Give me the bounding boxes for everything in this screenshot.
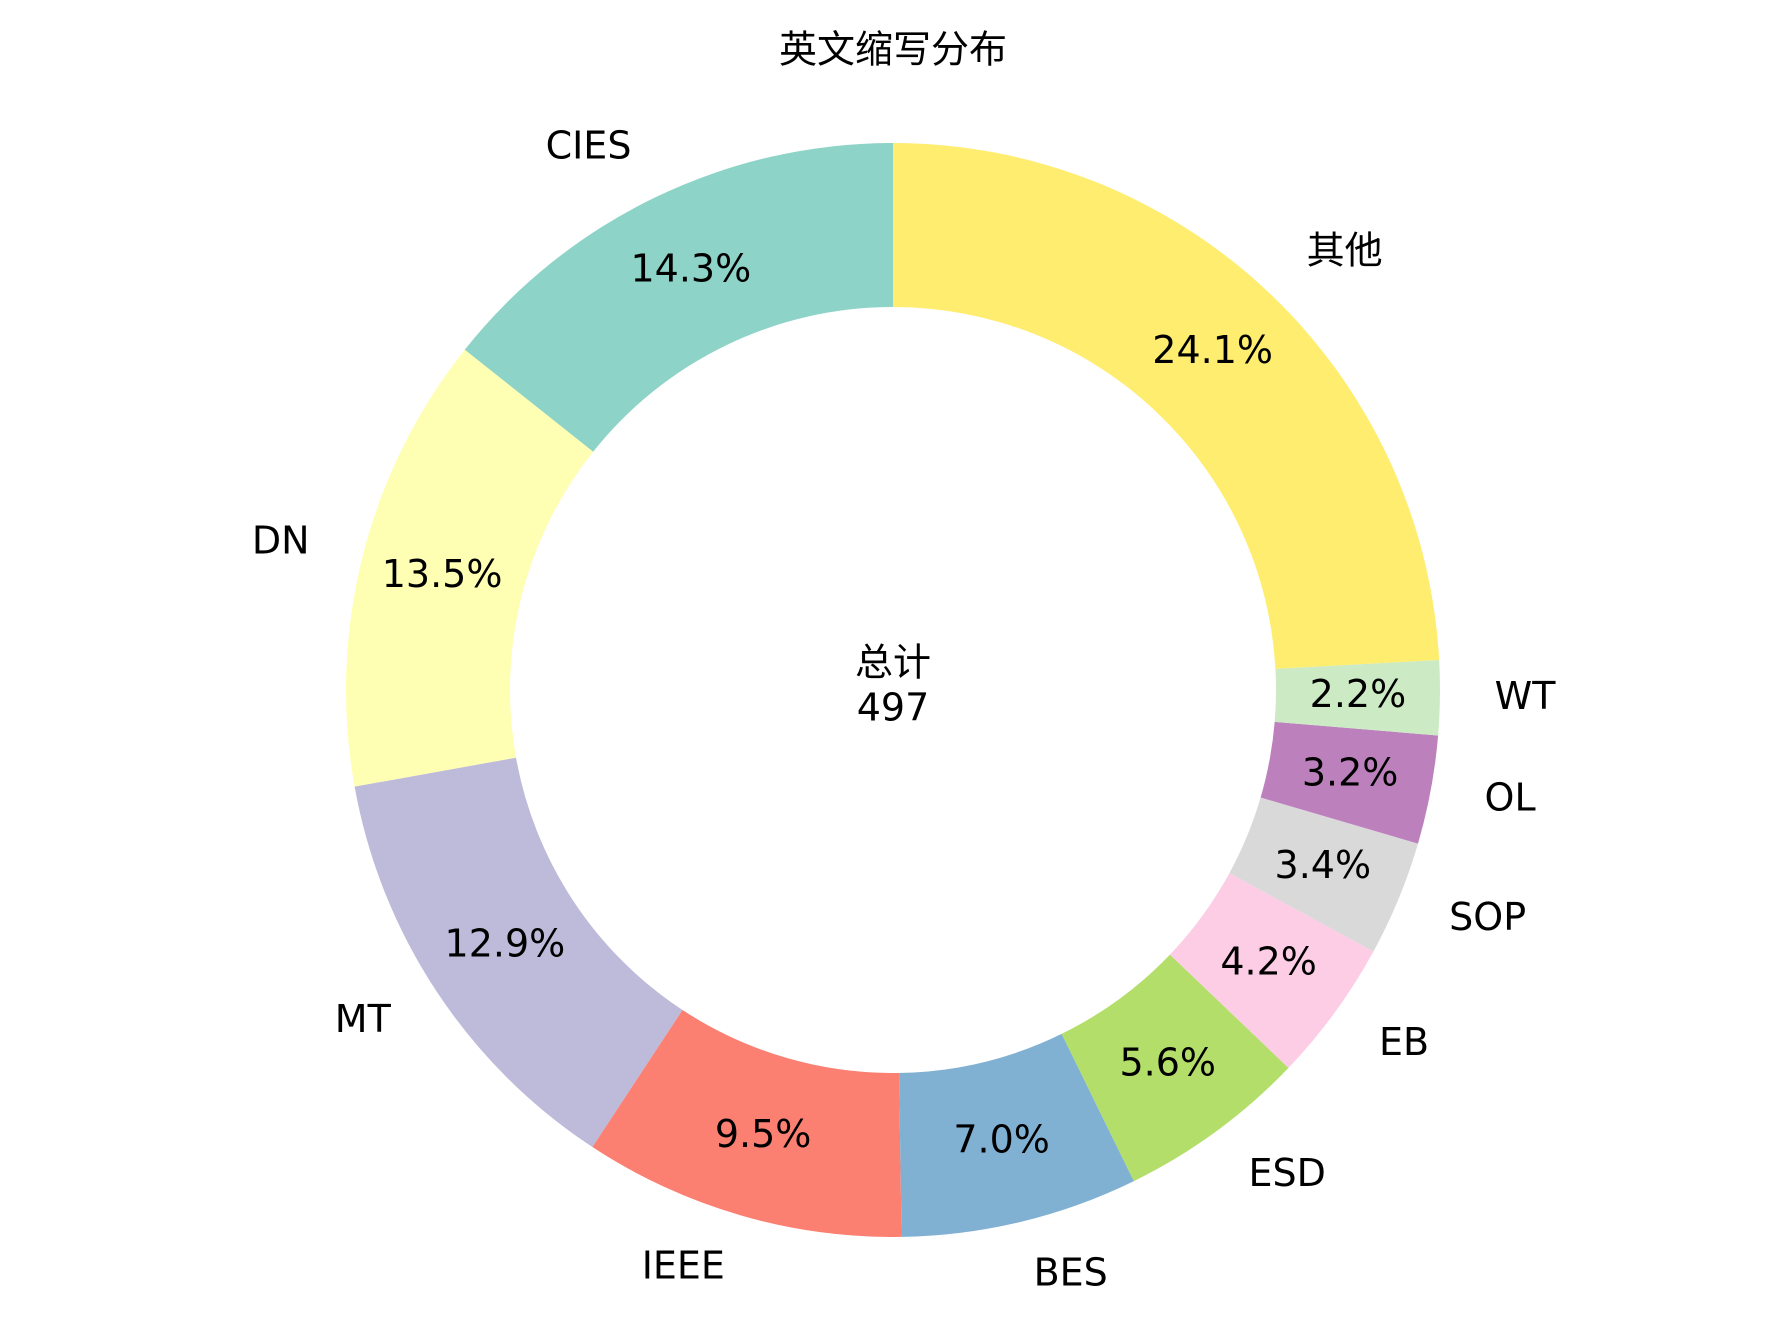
percent-label: 24.1% [1152,328,1273,372]
category-label: OL [1485,776,1536,820]
percent-label: 3.2% [1302,751,1399,795]
percent-label: 2.2% [1310,672,1407,716]
percent-label: 12.9% [445,922,566,966]
donut-slice [464,143,893,452]
category-label: WT [1495,674,1557,718]
donut-slice [354,757,683,1148]
donut-slice [592,1009,902,1237]
percent-label: 7.0% [953,1118,1050,1162]
category-label: IEEE [642,1243,725,1287]
donut-slice [1061,954,1289,1182]
donut-slice [1260,721,1439,844]
category-label: DN [252,518,310,562]
percent-label: 13.5% [382,552,503,596]
percent-label: 14.3% [631,247,752,291]
category-label: SOP [1449,895,1526,939]
category-label: 其他 [1307,228,1383,272]
percent-label: 4.2% [1220,940,1317,984]
percent-label: 9.5% [715,1112,812,1156]
percent-label: 5.6% [1119,1041,1216,1085]
donut-slice [346,349,594,787]
donut-slice [893,143,1440,669]
category-label: EB [1379,1020,1429,1064]
percent-label: 3.4% [1275,843,1372,887]
category-label: MT [335,997,392,1041]
category-label: ESD [1249,1151,1326,1195]
category-label: CIES [546,124,632,168]
donut-slice [899,1033,1134,1237]
donut-slice [1274,659,1440,736]
center-label: 总计 [855,641,931,685]
chart-title: 英文缩写分布 [779,28,1007,72]
center-total: 497 [857,686,930,730]
donut-slice [1229,797,1418,952]
category-label: BES [1034,1251,1108,1295]
donut-slice [1169,873,1374,1068]
